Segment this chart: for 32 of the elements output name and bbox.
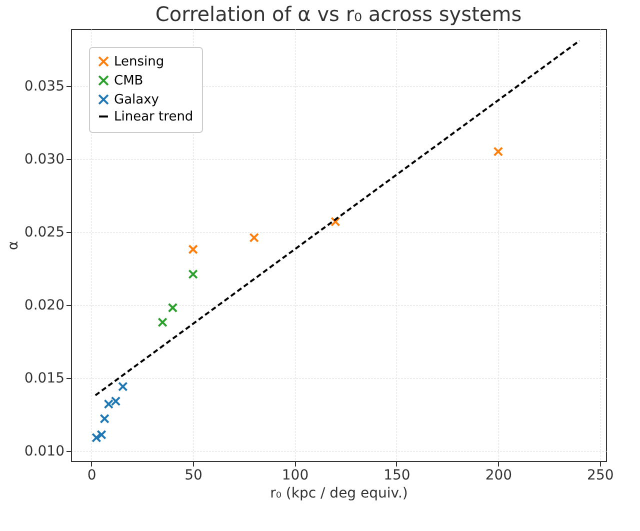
point bbox=[118, 382, 128, 392]
x-tick-label: 150 bbox=[384, 468, 410, 484]
y-axis-title: α bbox=[5, 240, 22, 250]
legend-label: CMB bbox=[114, 74, 144, 88]
y-tick-label: 0.030 bbox=[24, 151, 64, 168]
legend-label: Galaxy bbox=[114, 92, 160, 108]
x-tick-label: 0 bbox=[87, 468, 96, 484]
y-tick-label: 0.015 bbox=[24, 370, 64, 386]
point bbox=[330, 216, 340, 227]
y-tick-label: 0.010 bbox=[24, 443, 64, 460]
point bbox=[100, 414, 110, 424]
point bbox=[188, 269, 198, 280]
point bbox=[92, 432, 102, 443]
x-tick-label: 200 bbox=[485, 468, 512, 484]
point bbox=[249, 232, 259, 243]
point bbox=[168, 302, 178, 313]
point bbox=[158, 317, 168, 328]
x-tick-label: 50 bbox=[184, 468, 202, 484]
point bbox=[493, 146, 504, 156]
legend-label: Lensing bbox=[114, 54, 164, 70]
legend-label: Linear trend bbox=[114, 110, 194, 124]
point bbox=[96, 430, 106, 440]
chart-title: Correlation of α vs r₀ across systems bbox=[155, 2, 522, 26]
x-tick-label: 250 bbox=[587, 468, 614, 484]
y-tick-label: 0.025 bbox=[24, 224, 64, 240]
y-tick-label: 0.035 bbox=[24, 78, 64, 94]
point bbox=[110, 396, 121, 406]
y-tick-label: 0.020 bbox=[24, 297, 64, 314]
point bbox=[188, 244, 198, 254]
x-axis-title: r₀ (kpc / deg equiv.) bbox=[270, 486, 408, 502]
point bbox=[104, 399, 114, 409]
x-tick-label: 100 bbox=[282, 468, 309, 484]
